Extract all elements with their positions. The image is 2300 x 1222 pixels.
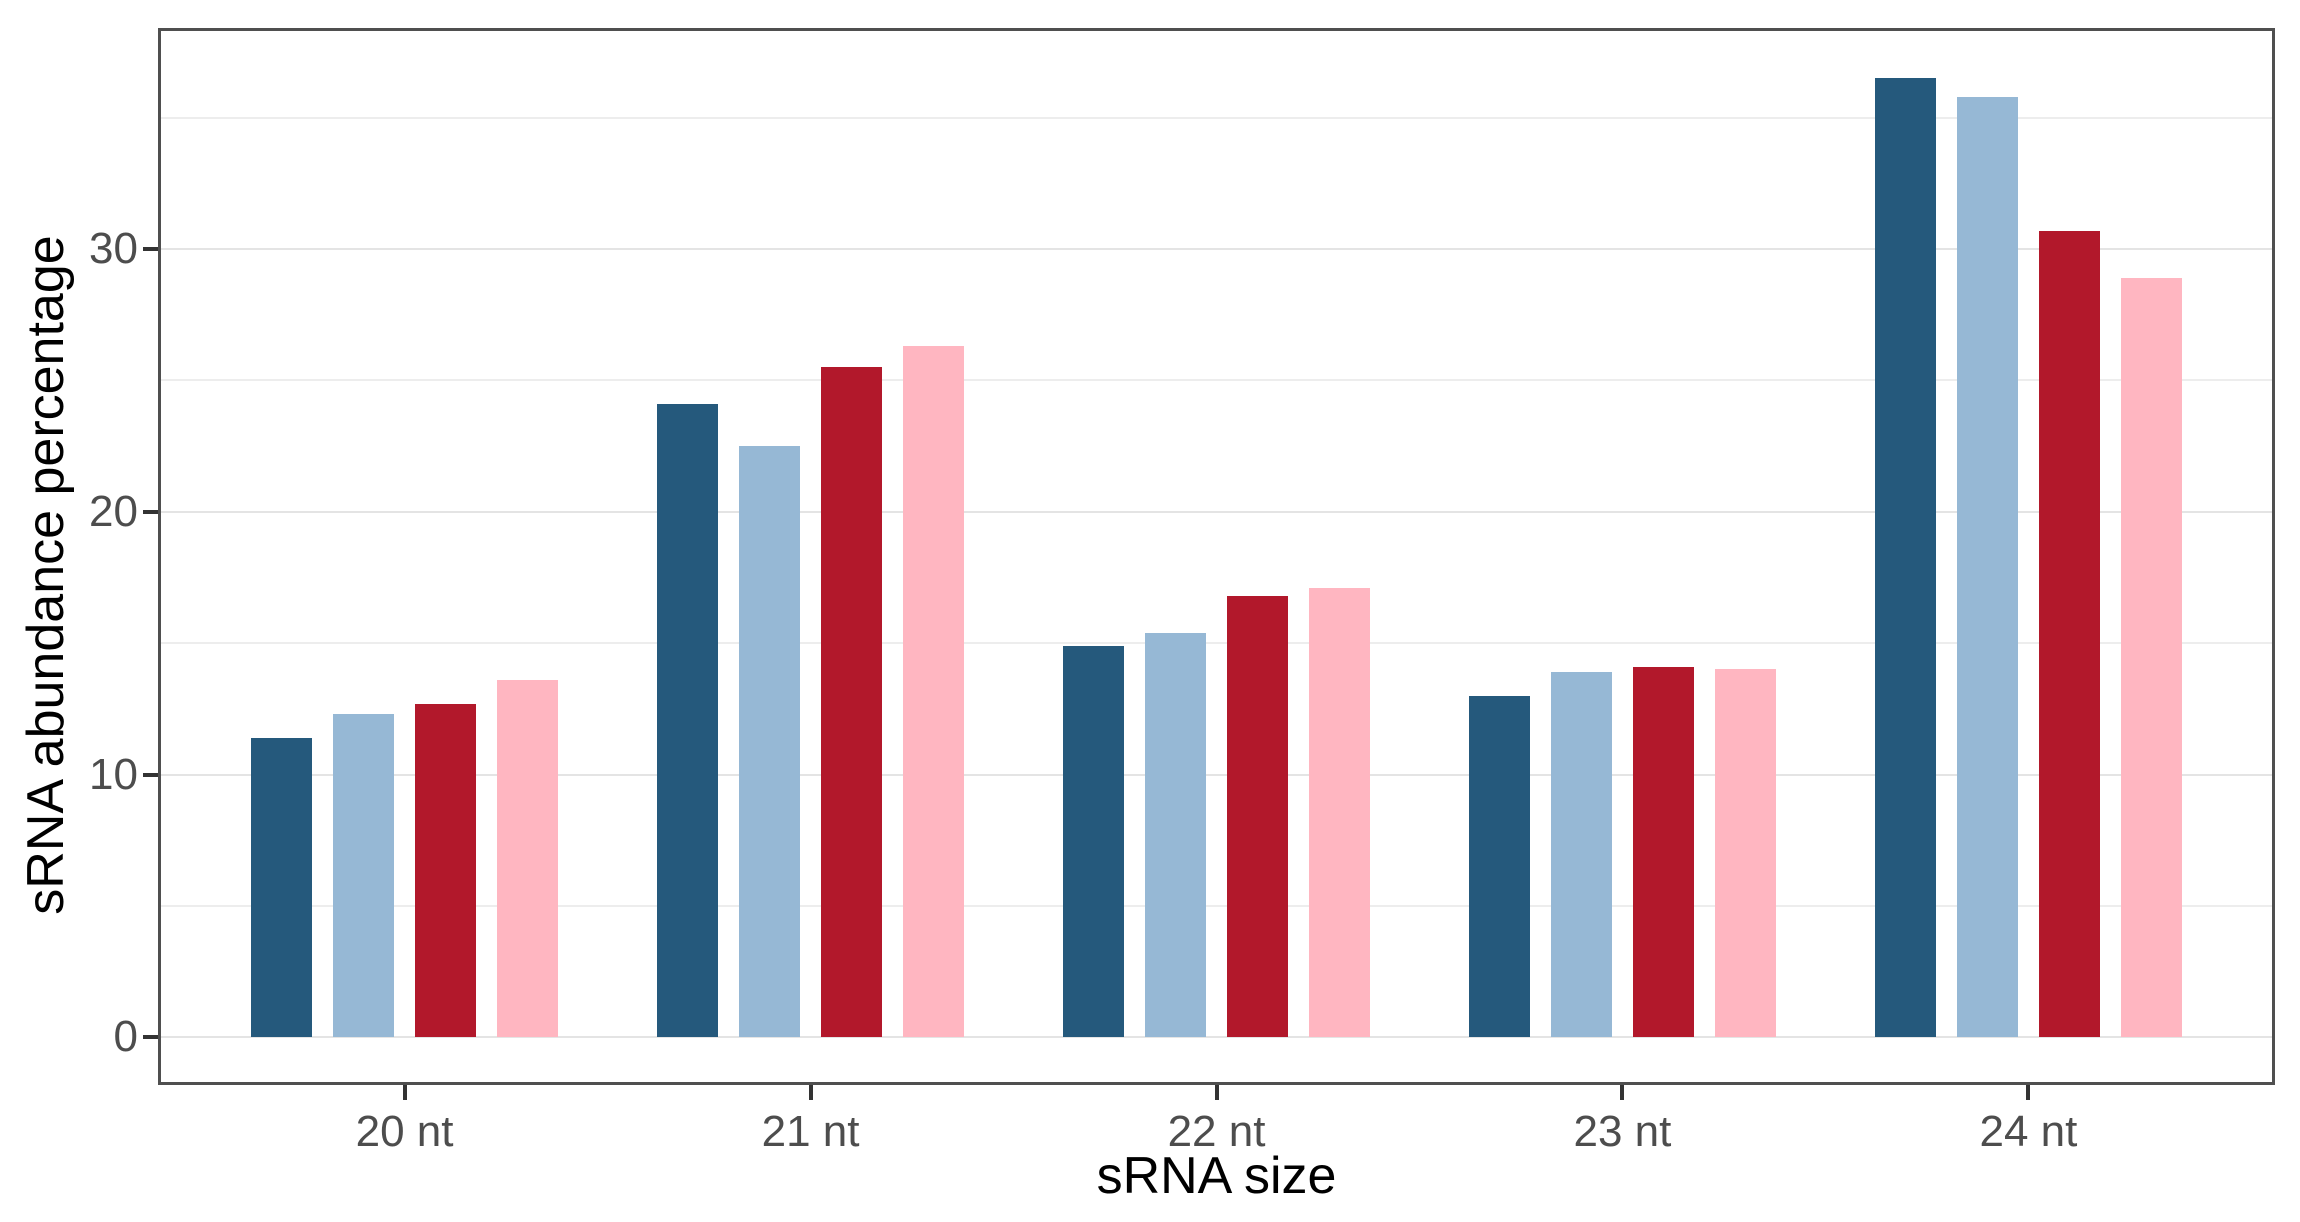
bar-23nt-dark-blue [1468, 695, 1530, 1038]
y-axis-title: sRNA abundance percentage [17, 235, 75, 915]
minor-gridline-35 [161, 116, 2272, 119]
plot-panel [158, 28, 2275, 1085]
minor-gridline-25 [161, 379, 2272, 382]
bar-24nt-dark-blue [1874, 78, 1936, 1038]
bar-23nt-light-blue [1550, 672, 1612, 1038]
major-gridline-10 [161, 773, 2272, 776]
x-axis-tick-label-20nt: 20 nt [355, 1107, 454, 1156]
bar-22nt-light-blue [1145, 632, 1206, 1038]
bar-21nt-light-blue [739, 446, 801, 1038]
x-axis-tick-23nt [1620, 1085, 1625, 1100]
x-axis-tick-label-24nt: 24 nt [1979, 1107, 2078, 1156]
bar-22nt-dark-red [1227, 595, 1288, 1038]
minor-gridline-15 [161, 642, 2272, 645]
bar-21nt-dark-red [821, 367, 883, 1038]
bar-21nt-pink [903, 346, 965, 1038]
x-axis-title: sRNA size [1096, 1147, 1337, 1205]
bar-21nt-dark-blue [657, 404, 719, 1038]
x-axis-tick-21nt [808, 1085, 813, 1100]
x-axis-tick-label-23nt: 23 nt [1573, 1107, 1672, 1156]
major-gridline-20 [161, 510, 2272, 513]
x-axis-tick-22nt [1214, 1085, 1219, 1100]
bar-23nt-dark-red [1632, 666, 1694, 1038]
bar-24nt-light-blue [1956, 96, 2018, 1038]
bar-20nt-dark-blue [251, 737, 313, 1038]
bar-23nt-pink [1714, 669, 1776, 1038]
y-axis-tick-label-20: 20 [89, 486, 138, 536]
minor-gridline-5 [161, 904, 2272, 907]
x-axis-tick-label-22nt: 22 nt [1167, 1107, 1266, 1156]
bar-22nt-dark-blue [1063, 645, 1124, 1038]
y-axis-tick-label-0: 0 [113, 1012, 138, 1062]
major-gridline-30 [161, 248, 2272, 251]
y-axis-tick-label-10: 10 [89, 749, 138, 799]
y-axis-tick-0 [143, 1035, 158, 1040]
x-axis-tick-label-21nt: 21 nt [761, 1107, 860, 1156]
bar-24nt-dark-red [2038, 230, 2100, 1038]
y-axis-tick-30 [143, 247, 158, 252]
y-axis-tick-label-30: 30 [89, 224, 138, 274]
y-axis-tick-10 [143, 772, 158, 777]
y-axis-tick-20 [143, 509, 158, 514]
bar-20nt-pink [497, 679, 559, 1038]
bar-24nt-pink [2120, 277, 2182, 1038]
x-axis-tick-24nt [2026, 1085, 2031, 1100]
bar-20nt-dark-red [415, 703, 477, 1038]
bar-20nt-light-blue [333, 714, 395, 1038]
x-axis-tick-20nt [402, 1085, 407, 1100]
major-gridline-0 [161, 1036, 2272, 1039]
bar-22nt-pink [1309, 588, 1370, 1038]
